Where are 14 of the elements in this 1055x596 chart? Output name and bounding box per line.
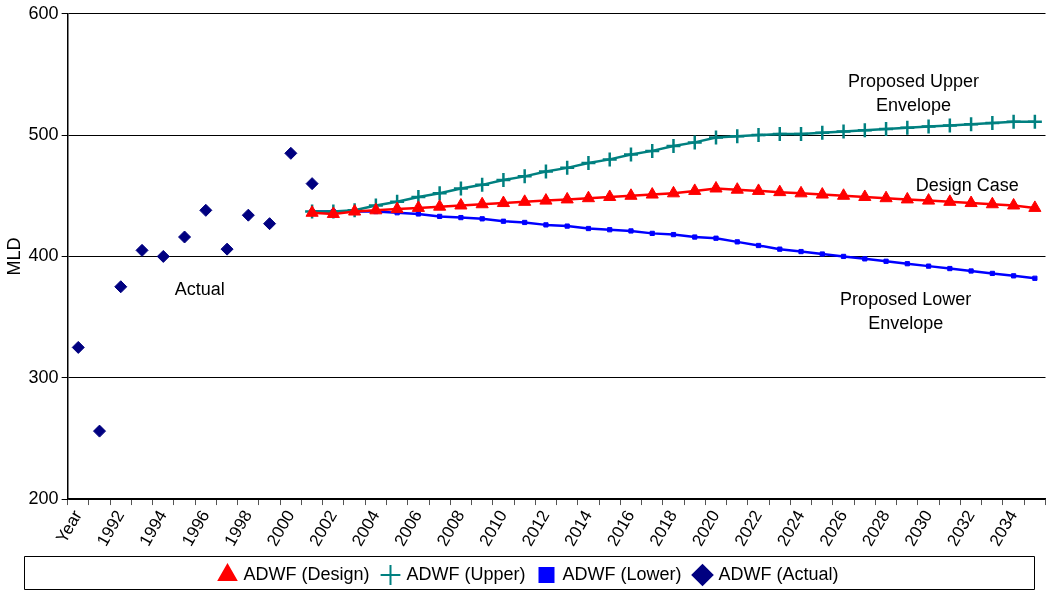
annotation: Actual bbox=[174, 279, 225, 300]
y-tick-label: 400 bbox=[28, 245, 59, 266]
annotation: Proposed Upper Envelope bbox=[847, 70, 980, 115]
legend-label: ADWF (Lower) bbox=[562, 563, 682, 584]
y-tick-label: 600 bbox=[28, 2, 59, 23]
y-tick-label: 500 bbox=[28, 124, 59, 145]
y-axis-title: MLD bbox=[3, 237, 24, 276]
y-tick-label: 300 bbox=[28, 366, 59, 387]
y-tick-label: 200 bbox=[28, 488, 59, 509]
legend-label: ADWF (Upper) bbox=[406, 563, 526, 584]
annotation: Proposed Lower Envelope bbox=[840, 289, 972, 334]
legend-label: ADWF (Design) bbox=[243, 563, 370, 584]
annotation: Design Case bbox=[915, 175, 1019, 196]
legend-label: ADWF (Actual) bbox=[718, 563, 839, 584]
